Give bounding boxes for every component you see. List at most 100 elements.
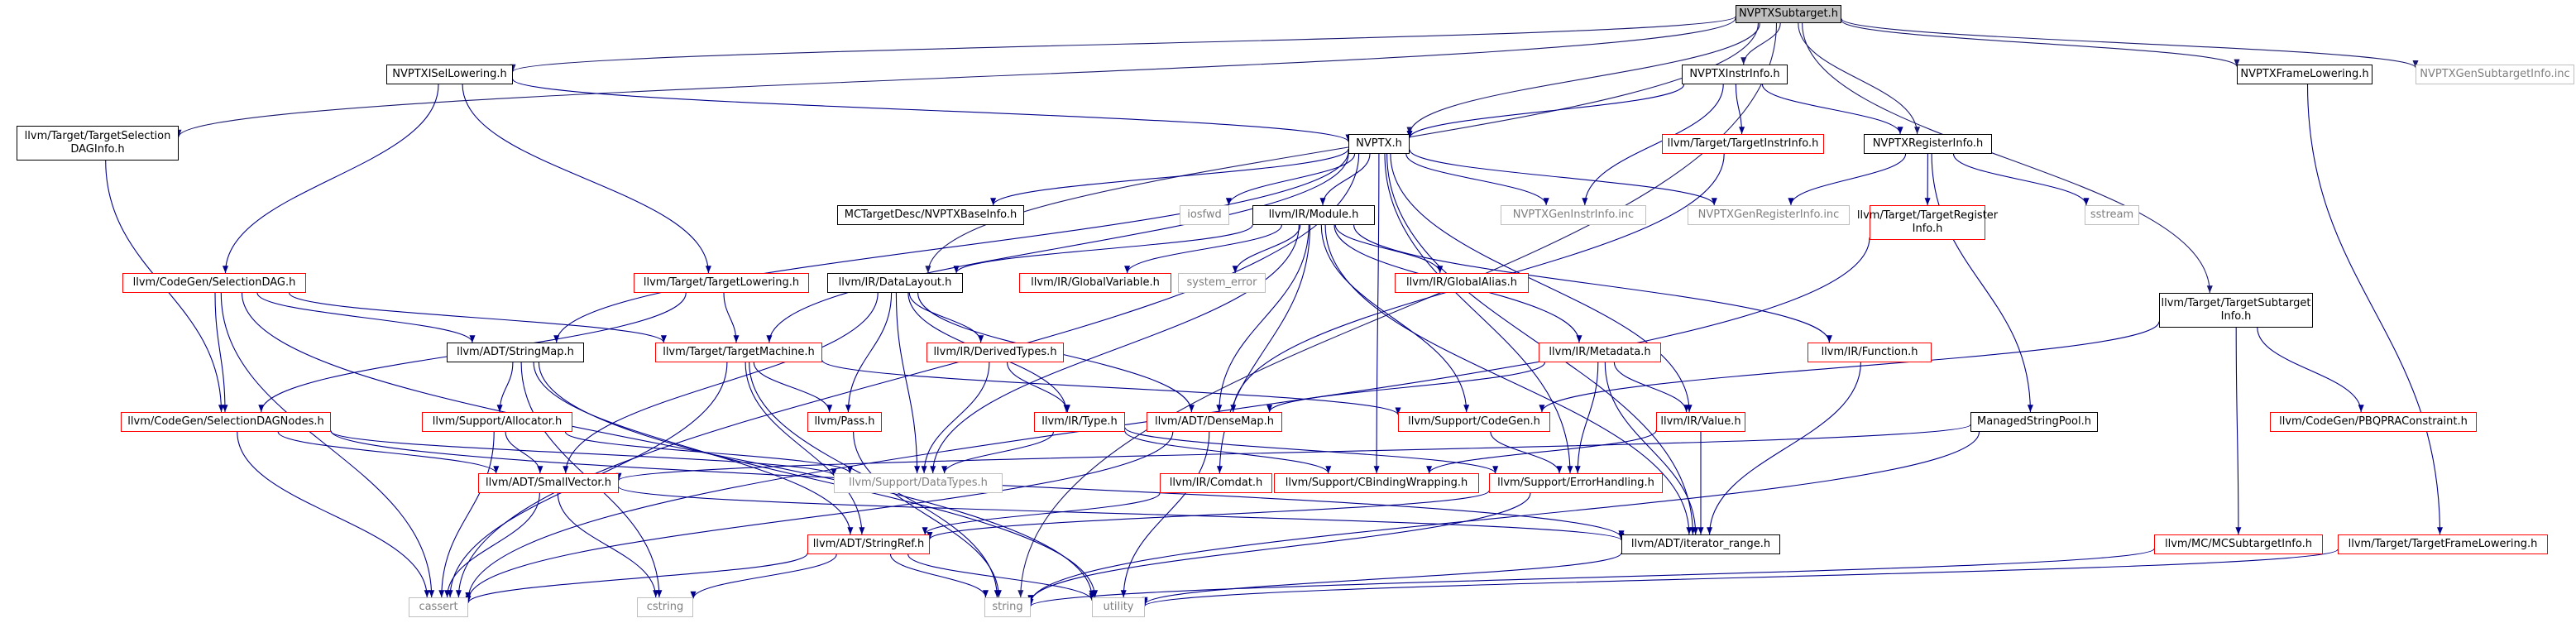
node-targetlowering[interactable]: llvm/Target/TargetLowering.h [634, 273, 809, 293]
node-nvptxgenregisterinfo: NVPTXGenRegisterInfo.inc [1688, 205, 1850, 225]
edge-targetframelowering-to-utility [1142, 549, 2339, 606]
node-stringmap[interactable]: llvm/ADT/StringMap.h [447, 343, 584, 362]
node-derivedtypes[interactable]: llvm/IR/DerivedTypes.h [926, 343, 1064, 362]
edge-metadata-to-iterator_range [1604, 362, 1699, 535]
edge-datalayout-to-datatypes [895, 292, 921, 474]
edge-targetsubtargetinfo-to-codegen [1539, 321, 2160, 413]
node-targetselectiondaginfo[interactable]: llvm/Target/TargetSelection DAGInfo.h [17, 126, 179, 161]
node-targetinstrinfo[interactable]: llvm/Target/TargetInstrInfo.h [1662, 134, 1824, 154]
node-selectiondag[interactable]: llvm/CodeGen/SelectionDAG.h [122, 273, 306, 293]
node-irmodule[interactable]: llvm/IR/Module.h [1252, 205, 1375, 225]
node-selectiondagnodes[interactable]: llvm/CodeGen/SelectionDAGNodes.h [121, 412, 331, 432]
node-value[interactable]: llvm/IR/Value.h [1656, 412, 1745, 432]
edge-selectiondag-to-stringmap [256, 292, 476, 343]
node-smallvector[interactable]: llvm/ADT/SmallVector.h [478, 473, 619, 493]
node-errorhandling[interactable]: llvm/Support/ErrorHandling.h [1489, 473, 1663, 493]
edge-nvptx-to-value [1390, 153, 1693, 413]
node-system-error: system_error [1178, 273, 1266, 293]
edge-stringref-to-cassert [465, 553, 808, 603]
node-nvptxframelowering[interactable]: NVPTXFrameLowering.h [2237, 65, 2373, 84]
edge-metadata-to-densemap [1266, 362, 1545, 413]
node-function[interactable]: llvm/IR/Function.h [1808, 343, 1932, 362]
edge-type-to-errorhandling [1124, 427, 1499, 474]
node-mcbaseinfo[interactable]: MCTargetDesc/NVPTXBaseInfo.h [837, 205, 1024, 225]
edge-nvptxsubtarget-to-nvptxinstrinfo [1740, 22, 1781, 65]
node-mcsubtargetinfo[interactable]: llvm/MC/MCSubtargetInfo.h [2154, 534, 2323, 554]
edge-smallvector-to-iterator_range [618, 486, 1625, 541]
node-targetframelowering[interactable]: llvm/Target/TargetFrameLowering.h [2338, 534, 2548, 554]
edge-irmodule-to-densemap [1216, 224, 1310, 413]
node-utility: utility [1092, 597, 1145, 617]
edge-smallvector-to-cassert [444, 492, 540, 598]
node-type[interactable]: llvm/IR/Type.h [1034, 412, 1125, 432]
node-nvptxsubtarget[interactable]: NVPTXSubtarget.h [1736, 5, 1841, 23]
edge-datalayout-to-derivedtypes [908, 292, 984, 343]
node-stringref[interactable]: llvm/ADT/StringRef.h [807, 534, 930, 554]
edge-nvptx-to-irmodule [1319, 153, 1371, 206]
node-pbqpraconstraint[interactable]: llvm/CodeGen/PBQPRAConstraint.h [2270, 412, 2477, 432]
node-iterator-range[interactable]: llvm/ADT/iterator_range.h [1621, 534, 1780, 554]
node-codegen[interactable]: llvm/Support/CodeGen.h [1398, 412, 1550, 432]
node-nvptxgensubtargetinfo: NVPTXGenSubtargetInfo.inc [2416, 65, 2574, 84]
edge-metadata-to-errorhandling [1574, 362, 1599, 474]
node-sstream: sstream [2085, 205, 2139, 225]
node-targetregisterinfo[interactable]: llvm/Target/TargetRegister Info.h [1857, 205, 1998, 240]
node-targetmachine[interactable]: llvm/Target/TargetMachine.h [655, 343, 822, 362]
edge-selectiondagnodes-to-datatypes [330, 430, 837, 477]
node-pass[interactable]: llvm/Pass.h [807, 412, 882, 432]
edge-densemap-to-cassert [465, 431, 1174, 601]
edge-nvptxsubtarget-to-nvptx [1406, 22, 1760, 135]
edge-targetlowering-to-targetmachine [723, 292, 740, 343]
node-nvptxinstrinfo[interactable]: NVPTXInstrInfo.h [1682, 65, 1788, 84]
edge-stringref-to-utility [907, 554, 1095, 601]
node-managedstringpool[interactable]: ManagedStringPool.h [1970, 412, 2098, 432]
edge-irmodule-to-comdat [1216, 224, 1311, 474]
edge-nvptx-to-mcbaseinfo [990, 148, 1349, 206]
node-globalalias[interactable]: llvm/IR/GlobalAlias.h [1395, 273, 1529, 293]
node-string: string [984, 597, 1031, 617]
edge-iterator_range-to-utility [1142, 552, 1622, 605]
edge-nvptxinstrinfo-to-nvptxregisterinfo [1761, 84, 1903, 135]
edge-derivedtypes-to-type [1007, 362, 1070, 413]
edge-targetsubtargetinfo-to-mcsubtargetinfo [2235, 327, 2242, 535]
node-globalvariable[interactable]: llvm/IR/GlobalVariable.h [1019, 273, 1171, 293]
node-datalayout[interactable]: llvm/IR/DataLayout.h [827, 273, 963, 293]
edge-irmodule-to-globalalias [1334, 224, 1444, 274]
node-nvptx[interactable]: NVPTX.h [1348, 134, 1410, 154]
edge-nvptxinstrinfo-to-nvptxgeninstrinfo [1582, 84, 1724, 206]
edge-metadata-to-value [1613, 362, 1690, 413]
node-cstring: cstring [637, 597, 693, 617]
edge-allocator-to-smallvector [505, 431, 543, 474]
edge-value-to-cbindingwrapping [1426, 429, 1657, 474]
edge-nvptxsubtarget-to-targetsubtargetinfo [1802, 22, 2213, 294]
dependency-edges [105, 16, 2444, 607]
node-iosfwd: iosfwd [1180, 205, 1229, 225]
edge-targetmachine-to-codegen [821, 360, 1401, 415]
edge-nvptxinstrinfo-to-targetinstrinfo [1735, 84, 1745, 135]
node-metadata[interactable]: llvm/IR/Metadata.h [1539, 343, 1661, 362]
node-targetsubtargetinfo[interactable]: llvm/Target/TargetSubtarget Info.h [2159, 293, 2313, 328]
edge-nvptx-to-nvptxgeninstrinfo [1405, 153, 1549, 206]
edge-pass-to-string [853, 431, 1002, 598]
edge-nvptxsubtarget-to-nvptxregisterinfo [1798, 22, 1921, 135]
edge-irmodule-to-datalayout [953, 224, 1253, 274]
edge-nvptx-to-iosfwd [1225, 153, 1356, 206]
edge-nvptxinstrinfo-to-nvptx [1406, 84, 1685, 138]
node-comdat[interactable]: llvm/IR/Comdat.h [1160, 473, 1272, 493]
edge-nvptxisellowering-to-targetlowering [462, 84, 711, 274]
edge-allocator-to-datatypes [564, 431, 853, 474]
edge-datalayout-to-smallvector [563, 292, 879, 474]
node-cassert: cassert [409, 597, 468, 617]
edge-stringref-to-string [889, 554, 989, 598]
edge-managedstringpool-to-string [1027, 431, 1980, 603]
node-nvptxisellowering[interactable]: NVPTXISelLowering.h [386, 65, 513, 84]
edge-errorhandling-to-string [1027, 492, 1531, 602]
edge-targetmachine-to-pass [753, 362, 833, 413]
node-nvptxgeninstrinfo: NVPTXGenInstrInfo.inc [1501, 205, 1646, 225]
node-cbindingwrapping[interactable]: llvm/Support/CBindingWrapping.h [1274, 473, 1479, 493]
node-densemap[interactable]: llvm/ADT/DenseMap.h [1147, 412, 1282, 432]
node-allocator[interactable]: llvm/Support/Allocator.h [422, 412, 572, 432]
edge-stringmap-to-utility [538, 362, 1099, 598]
node-nvptxregisterinfo[interactable]: NVPTXRegisterInfo.h [1864, 134, 1992, 154]
edge-irmodule-to-function [1353, 224, 1832, 343]
